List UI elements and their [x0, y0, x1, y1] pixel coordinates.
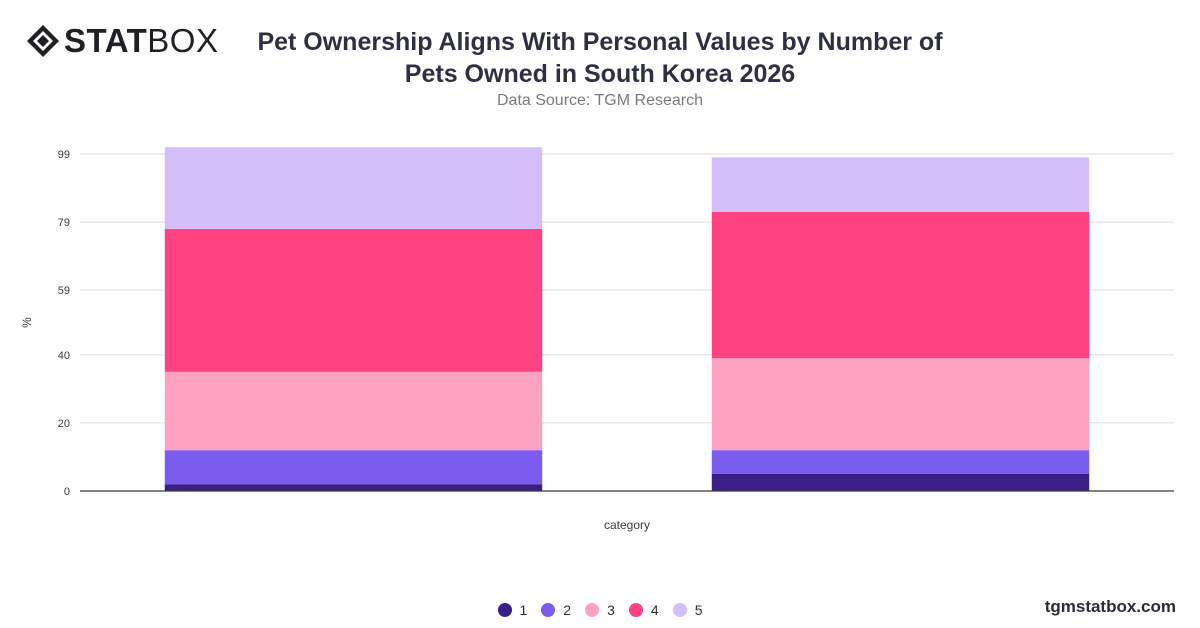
- legend-label: 3: [607, 602, 615, 618]
- y-tick-label: 59: [58, 285, 70, 297]
- x-axis-label: category: [604, 518, 650, 532]
- logo-wordmark: STATBOX: [64, 24, 218, 58]
- statbox-logo: STATBOX: [26, 24, 218, 58]
- legend-swatch: [585, 603, 600, 617]
- legend-swatch: [497, 603, 512, 617]
- y-tick-label: 20: [58, 418, 70, 430]
- y-tick-label: 40: [58, 350, 70, 362]
- legend-swatch: [672, 603, 687, 617]
- statbox-diamond-icon: [27, 25, 59, 57]
- legend-item-1[interactable]: 1: [497, 602, 528, 618]
- bar-segment-series-3: [164, 371, 543, 451]
- legend-item-5[interactable]: 5: [672, 602, 703, 618]
- legend-item-3[interactable]: 3: [585, 602, 615, 618]
- chart-subtitle: Data Source: TGM Research: [496, 92, 703, 109]
- chart-legend: 1 2 3 4 5: [0, 602, 1200, 618]
- bar-segment-series-1: [164, 484, 543, 491]
- y-tick-label: 79: [58, 217, 70, 229]
- y-tick-label: 99: [58, 149, 70, 161]
- legend-label: 4: [650, 602, 659, 618]
- y-axis-label: %: [20, 317, 34, 328]
- legend-label: 5: [694, 602, 703, 618]
- bar-segment-series-1: [711, 473, 1090, 491]
- legend-label: 2: [563, 602, 572, 618]
- logo-bold-text: STAT: [64, 22, 148, 59]
- bar-segment-series-2: [164, 450, 543, 485]
- bar-segment-series-4: [711, 211, 1090, 359]
- footer-site-link[interactable]: tgmstatbox.com: [1044, 597, 1176, 616]
- bar-segment-series-5: [711, 157, 1090, 212]
- legend-swatch: [628, 603, 643, 617]
- bar-segment-series-3: [711, 358, 1090, 451]
- logo-light-text: BOX: [147, 22, 219, 59]
- y-tick-label: 0: [64, 486, 70, 498]
- legend-label: 1: [519, 602, 528, 618]
- chart-title: Pet Ownership Aligns With Personal Value…: [257, 28, 943, 88]
- legend-item-2[interactable]: 2: [541, 602, 571, 618]
- legend-swatch: [541, 603, 556, 617]
- legend-item-4[interactable]: 4: [628, 602, 659, 618]
- bar-segment-series-5: [164, 147, 543, 229]
- bar-segment-series-4: [164, 228, 543, 372]
- bar-segment-series-2: [711, 450, 1090, 474]
